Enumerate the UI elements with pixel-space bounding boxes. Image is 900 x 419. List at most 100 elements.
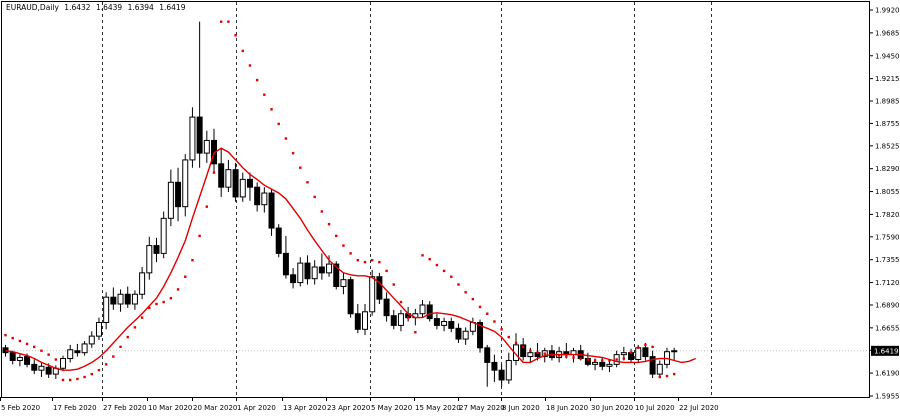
candle [60,355,67,372]
candle-body [275,227,282,254]
candle-body [124,293,131,305]
y-tick-label: 1.8755 [875,120,900,128]
candle-body [225,169,232,188]
y-tick-label: 1.8985 [875,98,900,106]
candle [160,211,167,259]
candle [376,272,383,305]
sar-dot [327,222,331,226]
candle [246,172,253,201]
candle-body [477,321,484,349]
sar-dot [507,335,510,339]
candle-body [448,321,455,329]
sar-dot [601,359,604,362]
sar-dot [69,378,72,382]
x-tick-label: 5 Feb 2020 [1,404,40,412]
sar-dot [227,20,230,23]
candle [261,187,268,213]
candle [383,292,390,322]
sar-dot [47,353,50,356]
candle-body [347,279,354,315]
sar-dot [342,244,345,247]
sar-dot [500,328,503,331]
sar-dot [76,377,79,381]
candle [649,350,656,378]
candle [218,148,225,197]
chart-header: EURAUD,Daily 1.6432 1.6439 1.6394 1.6419 [6,3,188,12]
sar-dot [4,333,7,337]
sar-dot [148,306,151,310]
candle [491,354,498,382]
candle-body [282,252,289,276]
x-tick-label: 30 Jun 2020 [591,404,633,412]
candle [671,347,678,361]
sar-dot [478,305,482,309]
x-tick-label: 23 Apr 2020 [327,404,370,412]
ohlc-close: 1.6419 [159,3,186,12]
candle-body [376,276,383,300]
candle-body [311,266,318,280]
y-tick-label: 1.7820 [875,211,900,219]
sar-dot [198,234,201,238]
candle [167,169,174,227]
candle-body [362,311,368,330]
candle [124,286,131,308]
candle [304,255,311,285]
candle [282,235,289,279]
candles-group [2,21,678,387]
sar-dot [11,336,14,340]
sar-dot [471,297,475,301]
candle [362,304,368,336]
candle-body [60,358,67,369]
candle-body [246,178,253,188]
x-tick-label: 8 Jun 2020 [502,404,540,412]
candle-body [484,347,491,363]
sar-dot [119,345,122,349]
sar-dot [442,269,446,273]
candle [103,292,110,330]
y-tick-label: 1.9450 [875,52,900,60]
candle [656,360,663,378]
candle-body [419,304,426,315]
candle [520,338,527,361]
sar-dot [450,275,453,278]
sar-dot [277,122,280,126]
x-tick-label: 27 May 2020 [459,404,505,412]
candle [153,237,160,263]
sar-dot [291,151,295,155]
candle-body [2,347,9,354]
candle [441,317,448,332]
x-tick-label: 10 Mar 2020 [148,404,192,412]
sar-dot [335,234,338,238]
candle-body [491,361,498,371]
candle-body [196,116,203,154]
candle [484,344,491,387]
sar-dot [378,260,381,264]
candle [297,257,304,287]
candle-body [433,318,440,326]
sar-dot [421,254,424,257]
candle-body [131,293,138,305]
sar-dot [313,195,316,199]
candle-body [175,181,182,208]
sar-dot [212,171,216,174]
sar-dot [370,258,374,262]
candle-body [290,274,297,284]
sar-dot [572,356,575,359]
candle-body [160,217,167,254]
sar-dot [306,181,309,184]
sar-dot [651,345,654,349]
plot-frame [1,1,870,398]
y-tick-label: 1.6890 [875,301,900,309]
candle [196,21,203,168]
x-tick-label: 17 Feb 2020 [53,404,97,412]
x-tick-label: 20 Mar 2020 [193,404,237,412]
x-tick-label: 1 Apr 2020 [237,404,276,412]
candle-body [268,192,275,229]
sar-dot [414,331,417,334]
candle-body [318,266,325,274]
candle-body [239,178,246,198]
sar-dot [672,372,676,376]
candle-body [31,363,38,371]
